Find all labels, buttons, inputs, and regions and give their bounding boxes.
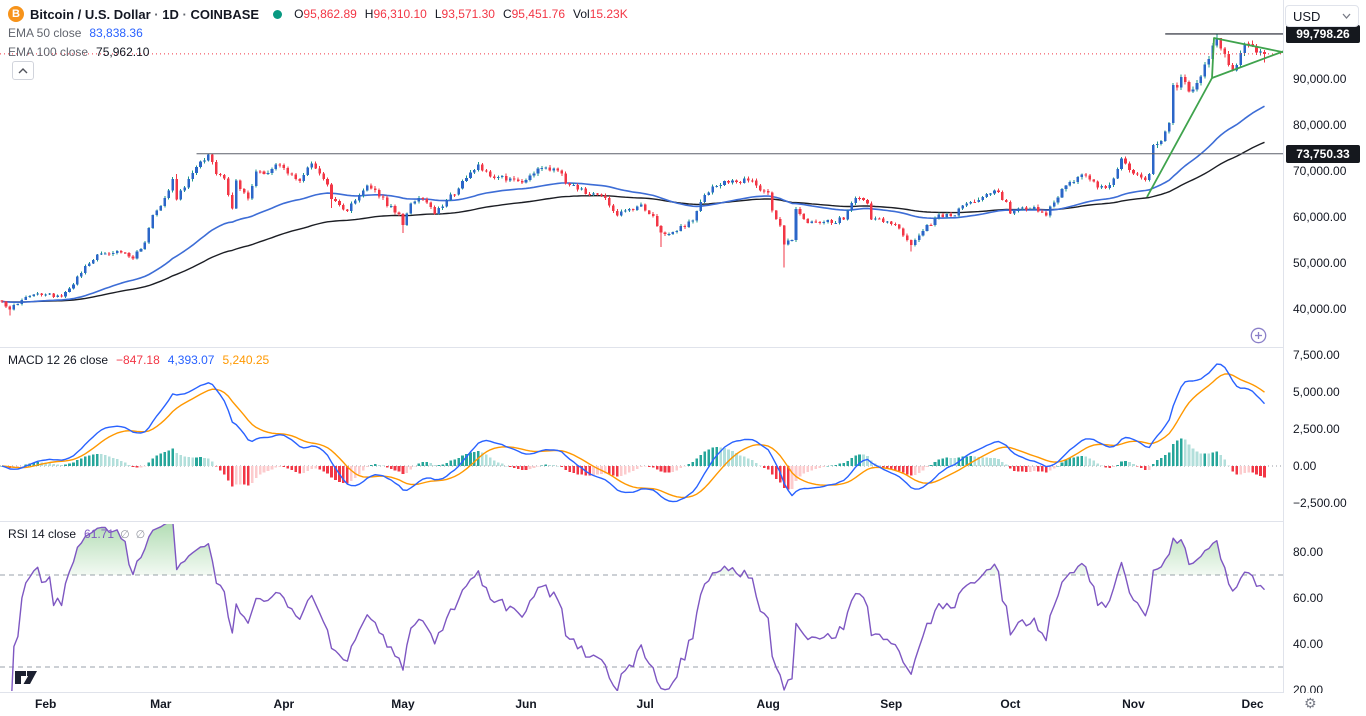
chevron-down-icon [1342, 13, 1351, 19]
rsi-tick-label: 60.00 [1293, 591, 1324, 605]
rsi-source-icon: ∅ [120, 528, 130, 541]
pennant-drawing [1146, 37, 1283, 198]
time-tick-label: Sep [880, 697, 903, 711]
exchange-label[interactable]: COINBASE [190, 6, 260, 22]
price-axis[interactable]: 90,000.00 80,000.00 70,000.00 60,000.00 50,0… [1283, 0, 1366, 697]
macd-tick-label: 7,500.00 [1293, 348, 1340, 362]
price-tick-label: 90,000.00 [1293, 72, 1347, 86]
macd-tick-label: 0.00 [1293, 459, 1317, 473]
macd-hist-value: −847.18 [116, 353, 160, 367]
axis-separator [0, 692, 1366, 693]
price-tick-label: 40,000.00 [1293, 302, 1347, 316]
tradingview-logo[interactable] [14, 670, 38, 690]
price-tick-label: 80,000.00 [1293, 118, 1347, 132]
macd-line-value: 4,393.07 [167, 353, 215, 367]
ema50-row[interactable]: EMA 50 close 83,838.36 [8, 24, 628, 42]
ema100-value: 75,962.10 [96, 45, 150, 59]
time-tick-label: Jul [636, 697, 654, 711]
chevron-up-icon [18, 67, 28, 73]
time-axis[interactable]: ⚙ Feb Mar Apr May Jun Jul Aug Sep Oct Nov Dec [0, 693, 1366, 716]
price-pane [0, 33, 1283, 316]
open-value: 95,862.89 [303, 7, 357, 21]
rsi-tick-label: 40.00 [1293, 637, 1324, 651]
rsi-pane [0, 524, 1283, 691]
ema100-label: EMA 100 close [8, 45, 89, 59]
legend: B Bitcoin / U.S. Dollar · 1D · COINBASE … [8, 5, 628, 62]
symbol-row[interactable]: B Bitcoin / U.S. Dollar · 1D · COINBASE … [8, 5, 628, 23]
candles-layer [0, 33, 1266, 316]
close-value: 95,451.76 [511, 7, 565, 21]
price-tick-label: 50,000.00 [1293, 256, 1347, 270]
usd-selector[interactable]: USD [1285, 5, 1359, 27]
time-tick-label: Mar [150, 697, 172, 711]
rsi-value: 61.71 [84, 527, 115, 541]
macd-signal-value: 5,240.25 [222, 353, 270, 367]
macd-tick-label: 2,500.00 [1293, 422, 1340, 436]
separator: · [154, 6, 159, 22]
add-alert-plus-icon[interactable] [1250, 327, 1267, 349]
time-tick-label: Aug [756, 697, 780, 711]
macd-row[interactable]: MACD 12 26 close −847.18 4,393.07 5,240.… [8, 351, 269, 369]
price-tick-label: 70,000.00 [1293, 164, 1347, 178]
rsi-tick-label: 80.00 [1293, 545, 1324, 559]
macd-label: MACD 12 26 close [8, 353, 109, 367]
bitcoin-logo-icon: B [8, 6, 24, 22]
rsi-source-icon: ∅ [135, 528, 146, 541]
macd-tick-label: 5,000.00 [1293, 385, 1340, 399]
market-status-icon[interactable] [273, 9, 283, 19]
ema100-row[interactable]: EMA 100 close 75,962.10 [8, 43, 628, 61]
price-level-badge: 73,750.33 [1286, 144, 1360, 163]
volume-value: 15.23K [589, 7, 628, 21]
panel-separator[interactable] [0, 347, 1366, 348]
panel-separator[interactable] [0, 521, 1366, 522]
symbol-name[interactable]: Bitcoin / U.S. Dollar [30, 6, 151, 22]
macd-pane [0, 363, 1283, 503]
time-tick-label: Oct [1000, 697, 1021, 711]
time-tick-label: May [391, 697, 415, 711]
usd-selector-value: USD [1293, 8, 1321, 24]
time-tick-label: Feb [34, 697, 57, 711]
time-tick-label: Dec [1241, 697, 1264, 711]
time-tick-label: Nov [1122, 697, 1145, 711]
ema50-label: EMA 50 close [8, 26, 82, 40]
price-tick-label: 60,000.00 [1293, 210, 1347, 224]
separator: · [182, 6, 187, 22]
high-value: 96,310.10 [373, 7, 427, 21]
ohlc-values: O95,862.89 H96,310.10 L93,571.30 C95,451… [294, 7, 628, 21]
macd-tick-label: −2,500.00 [1293, 496, 1347, 510]
price-level-badge: 99,798.26 [1286, 24, 1360, 43]
ema50-value: 83,838.36 [89, 26, 143, 40]
macd-histogram [0, 438, 1266, 490]
interval-label[interactable]: 1D [162, 6, 179, 22]
collapse-indicators-button[interactable] [12, 61, 34, 80]
low-value: 93,571.30 [441, 7, 495, 21]
time-tick-label: Jun [515, 697, 537, 711]
axis-settings-gear-icon[interactable]: ⚙ [1304, 695, 1317, 711]
time-tick-label: Apr [273, 697, 295, 711]
rsi-label: RSI 14 close [8, 527, 77, 541]
rsi-row[interactable]: RSI 14 close 61.71 ∅ ∅ [8, 525, 145, 543]
